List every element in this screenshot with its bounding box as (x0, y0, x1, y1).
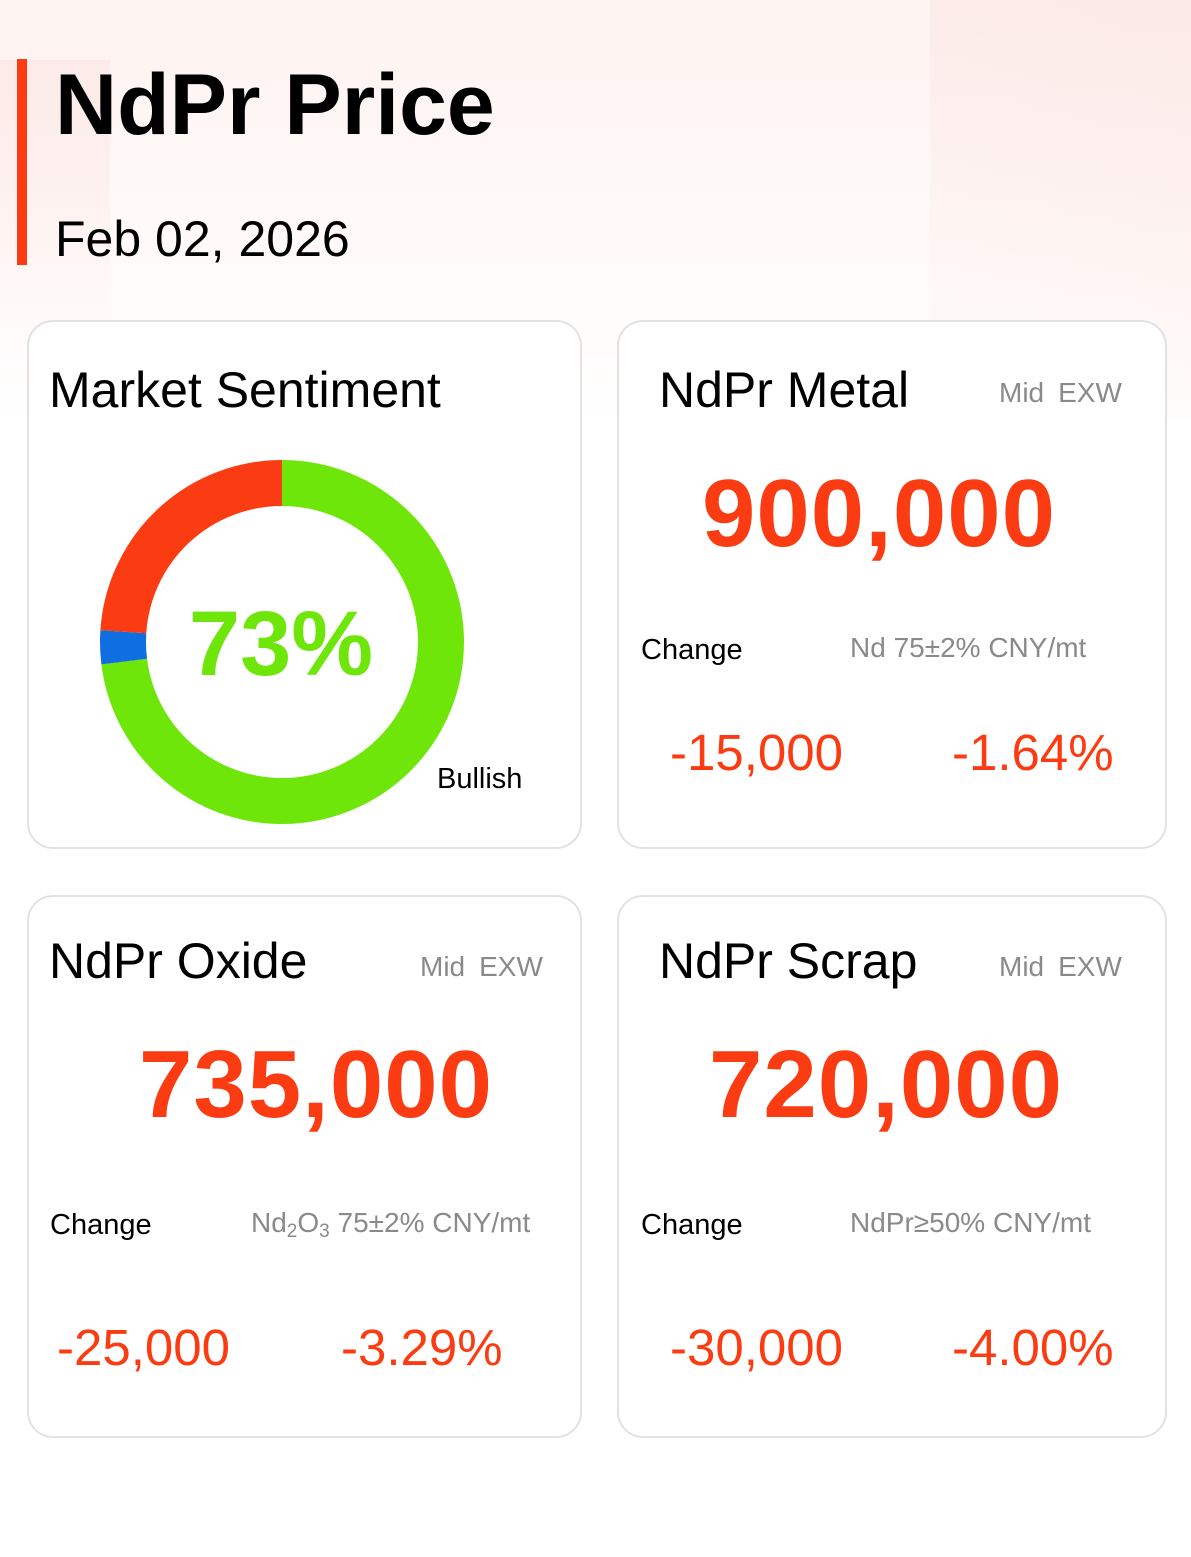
ndpr-scrap-card: NdPr Scrap Mid EXW 720,000 Change NdPr≥50… (617, 895, 1167, 1438)
ndpr-metal-card: NdPr Metal Mid EXW 900,000 Change Nd 75±2… (617, 320, 1167, 849)
mid-label: Mid (999, 377, 1045, 408)
card-title: Market Sentiment (49, 362, 441, 418)
change-absolute: -30,000 (670, 1319, 843, 1376)
price-value: 720,000 (709, 1031, 1064, 1138)
change-label: Change (641, 634, 743, 666)
price-basis: Mid EXW (999, 379, 1122, 407)
donut-segment-bearish (100, 460, 464, 824)
exw-label: EXW (479, 951, 543, 982)
title-accent-bar (17, 59, 27, 265)
price-basis: Mid EXW (999, 953, 1122, 981)
sentiment-percent: 73% (188, 593, 374, 695)
price-value: 735,000 (139, 1031, 494, 1138)
card-title: NdPr Scrap (659, 933, 918, 989)
price-basis: Mid EXW (420, 953, 543, 981)
price-value: 900,000 (702, 460, 1057, 567)
exw-label: EXW (1058, 951, 1122, 982)
page-date: Feb 02, 2026 (55, 211, 350, 267)
change-absolute: -25,000 (57, 1319, 230, 1376)
card-title: NdPr Metal (659, 362, 910, 418)
sentiment-label: Bullish (437, 763, 523, 795)
card-title: NdPr Oxide (49, 933, 308, 989)
mid-label: Mid (999, 951, 1045, 982)
exw-label: EXW (1058, 377, 1122, 408)
page-title: NdPr Price (55, 57, 495, 153)
market-sentiment-card: Market Sentiment 73% Bullish (27, 320, 582, 849)
change-label: Change (641, 1209, 743, 1241)
change-percent: -1.64% (952, 724, 1114, 781)
change-percent: -4.00% (952, 1319, 1114, 1376)
change-label: Change (50, 1209, 152, 1241)
spec-label: NdPr≥50% CNY/mt (850, 1207, 1091, 1238)
sentiment-donut (100, 460, 464, 824)
change-percent: -3.29% (341, 1319, 503, 1376)
donut-segment-neutral (100, 460, 464, 824)
mid-label: Mid (420, 951, 466, 982)
change-absolute: -15,000 (670, 724, 843, 781)
ndpr-oxide-card: NdPr Oxide Mid EXW 735,000 Change Nd2O3 7… (27, 895, 582, 1438)
spec-label: Nd 75±2% CNY/mt (850, 632, 1087, 663)
spec-label: Nd2O3 75±2% CNY/mt (251, 1207, 531, 1242)
